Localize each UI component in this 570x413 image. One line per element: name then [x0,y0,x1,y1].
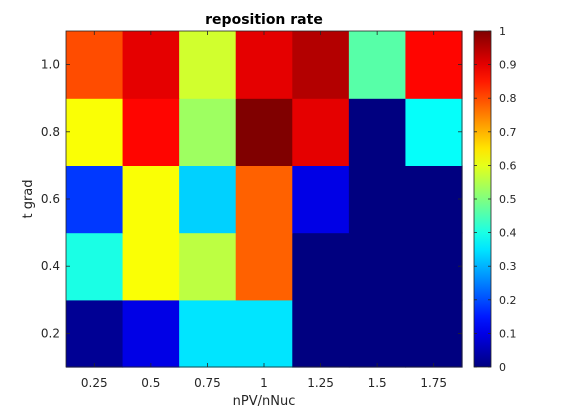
colorbar-tick-label: 0.9 [499,59,517,72]
x-tick-label: 1.5 [368,376,387,390]
heatmap-cell-r4-c4 [292,31,350,99]
y-tick-label: 1.0 [41,58,60,72]
heatmap-cell-r2-c2 [179,165,237,234]
heatmap-cell-r4-c0 [66,31,124,99]
x-axis-label: nPV/nNuc [233,394,296,409]
x-tick-label: 1 [260,376,268,390]
heatmap-cell-r3-c4 [292,98,350,166]
heatmap-cell-r4-c2 [179,31,237,99]
y-tick-label: 0.2 [41,326,60,340]
heatmap-cell-r2-c6 [405,165,463,234]
chart-title: reposition rate [205,12,323,28]
x-tick-label: 1.25 [307,376,334,390]
colorbar: 0 0.1 0.2 0.3 0.4 0.5 0.6 0.7 0.8 0.9 1 [473,25,517,374]
heatmap-cell-r1-c6 [405,232,463,301]
heatmap-cell-r0-c1 [122,299,180,368]
heatmap-cell-r0-c0 [66,299,124,368]
heatmap-cell-r2-c5 [348,165,407,234]
heatmap-cell-r3-c5 [348,98,407,166]
heatmap-cell-r1-c4 [292,232,350,301]
colorbar-gradient [474,31,491,367]
heatmap-cell-r2-c1 [122,165,180,234]
heatmap-cell-r1-c2 [179,232,237,301]
y-axis-ticks: 0.2 0.4 0.6 0.8 1.0 [41,58,462,340]
heatmap-cell-r1-c5 [348,232,407,301]
colorbar-tick-label: 0 [499,361,506,374]
heatmap-cell-r3-c1 [122,98,180,166]
heatmap-cell-r0-c3 [235,299,293,368]
heatmap-cell-r0-c2 [179,299,237,368]
colorbar-tick-label: 0.7 [499,126,517,139]
heatmap-cell-r0-c5 [348,299,407,368]
x-tick-label: 1.75 [420,376,447,390]
y-axis-label: t grad [21,179,36,218]
colorbar-tick-label: 0.6 [499,159,517,172]
heatmap-cell-r1-c0 [66,232,124,301]
heatmap-cell-r3-c3 [235,98,293,166]
heatmap-cell-r2-c0 [66,165,124,234]
colorbar-tick-label: 0.1 [499,327,517,340]
y-tick-label: 0.4 [41,259,60,273]
y-tick-label: 0.6 [41,192,60,206]
heatmap-cell-r1-c1 [122,232,180,301]
heatmap-cell-r4-c3 [235,31,293,99]
heatmap-cell-r1-c3 [235,232,293,301]
heatmap-cell-r3-c0 [66,98,124,166]
colorbar-tick-label: 0.5 [499,193,517,206]
heatmap-cell-r0-c4 [292,299,350,368]
heatmap-cell-r0-c6 [405,299,463,368]
x-axis-ticks: 0.25 0.5 0.75 1 1.25 1.5 1.75 [81,31,447,390]
x-tick-label: 0.75 [194,376,221,390]
colorbar-tick-label: 0.4 [499,227,517,240]
heatmap-cell-r3-c6 [405,98,463,166]
colorbar-tick-label: 0.2 [499,294,517,307]
heatmap-cell-r2-c3 [235,165,293,234]
heatmap-cell-r4-c5 [348,31,407,99]
colorbar-tick-label: 1 [499,25,506,38]
x-tick-label: 0.5 [141,376,160,390]
heatmap-cell-r2-c4 [292,165,350,234]
heatmap-cells [66,31,463,368]
heatmap-cell-r4-c1 [122,31,180,99]
heatmap-cell-r3-c2 [179,98,237,166]
y-tick-label: 0.8 [41,125,60,139]
colorbar-tick-label: 0.3 [499,260,517,273]
x-tick-label: 0.25 [81,376,108,390]
colorbar-tick-label: 0.8 [499,92,517,105]
heatmap-cell-r4-c6 [405,31,463,99]
